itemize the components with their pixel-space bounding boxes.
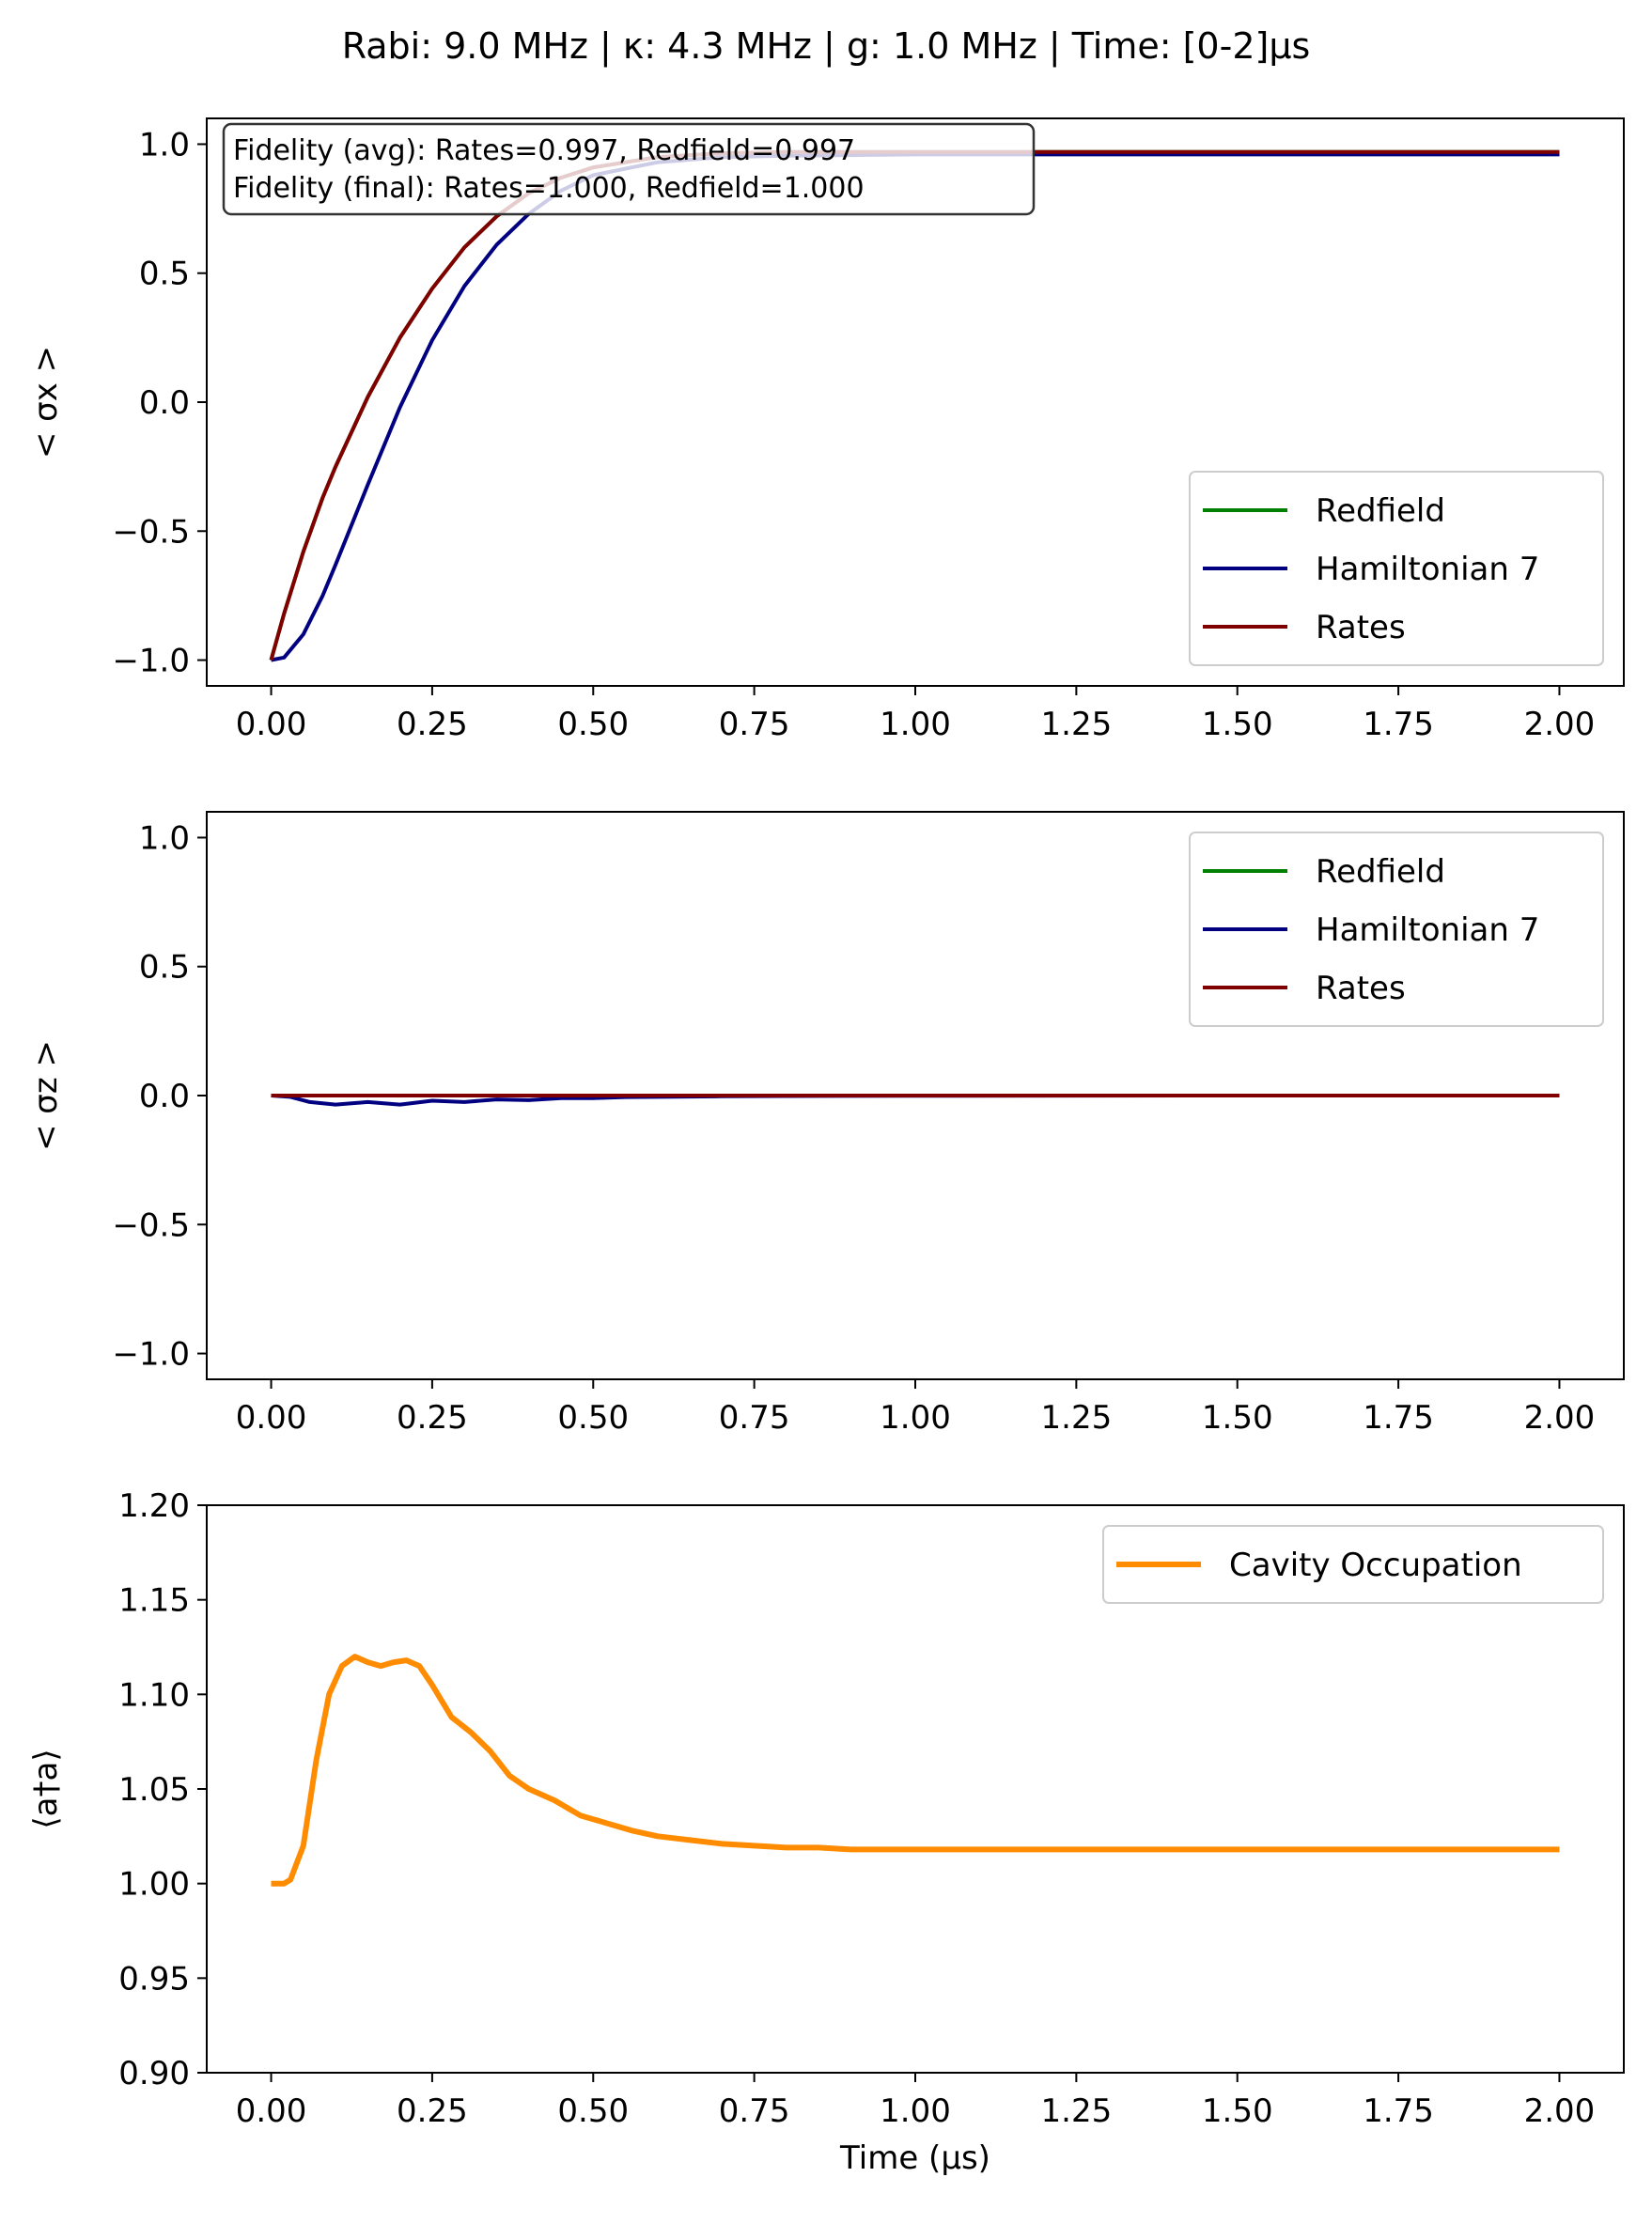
legend-box <box>1189 471 1604 666</box>
y-tick-label: 1.0 <box>139 126 190 163</box>
x-tick-label: 1.25 <box>1041 706 1113 743</box>
legend-label: Redfield <box>1316 492 1445 530</box>
x-tick-label: 0.00 <box>236 1399 307 1437</box>
series-line-cavity-occupation <box>271 1654 1560 1887</box>
chart-cavity-occupation: 0.00 0.25 0.50 0.75 1.00 1.25 1.50 1.75 2.00 0.90… <box>27 1487 1625 2177</box>
x-tick-label: 0.25 <box>397 2092 468 2130</box>
x-tick-label: 0.75 <box>719 706 790 743</box>
x-tick-label: 1.25 <box>1041 1399 1113 1437</box>
x-tick-label: 2.00 <box>1524 706 1596 743</box>
x-tick-label: 1.25 <box>1041 2092 1113 2130</box>
x-tick-label: 1.50 <box>1202 2092 1273 2130</box>
x-tick-label: 1.50 <box>1202 1399 1273 1437</box>
y-axis-label: < σz > <box>27 1040 65 1151</box>
x-tick-label: 0.00 <box>236 706 307 743</box>
x-tick-label: 1.00 <box>880 1399 951 1437</box>
x-tick-label: 2.00 <box>1524 2092 1596 2130</box>
x-tick-label: 0.25 <box>397 706 468 743</box>
x-tick-label: 0.50 <box>557 2092 629 2130</box>
chart-sigma-x: 0.00 0.25 0.50 0.75 1.00 1.25 1.50 1.75 2.00 −1.0… <box>27 117 1625 743</box>
x-tick-label: 0.75 <box>719 1399 790 1437</box>
y-tick-label: 0.90 <box>118 2055 190 2092</box>
y-axis-label: < σx > <box>27 346 65 459</box>
legend-box <box>1102 1525 1604 1604</box>
y-tick-label: 0.0 <box>139 384 190 422</box>
y-tick-label: 0.95 <box>118 1960 190 1998</box>
y-tick-label: 1.20 <box>118 1487 190 1525</box>
y-tick-label: 1.10 <box>118 1676 190 1714</box>
legend-label: Cavity Occupation <box>1229 1547 1522 1584</box>
x-tick-label: 2.00 <box>1524 1399 1596 1437</box>
y-tick-label: 1.05 <box>118 1771 190 1809</box>
y-tick-label: 1.00 <box>118 1866 190 1904</box>
x-tick-label: 1.75 <box>1363 2092 1434 2130</box>
x-tick-label: 1.00 <box>880 2092 951 2130</box>
y-tick-label: 0.5 <box>139 256 190 293</box>
y-tick-label: −0.5 <box>112 1206 190 1244</box>
figure-title: Rabi: 9.0 MHz | κ: 4.3 MHz | g: 1.0 MHz … <box>342 25 1311 68</box>
x-tick-label: 0.50 <box>557 1399 629 1437</box>
legend-label: Rates <box>1316 970 1406 1007</box>
fidelity-annotation-box <box>222 122 1036 216</box>
y-tick-label: 1.15 <box>118 1582 190 1620</box>
x-tick-label: 1.75 <box>1363 1399 1434 1437</box>
y-tick-label: −0.5 <box>112 513 190 551</box>
x-tick-label: 1.00 <box>880 706 951 743</box>
y-tick-label: −1.0 <box>112 643 190 680</box>
legend-box <box>1189 832 1604 1027</box>
fidelity-annotation-text: Fidelity (avg): Rates=0.997, Redfield=0.… <box>233 134 855 167</box>
y-tick-label: 0.5 <box>139 949 190 987</box>
fidelity-annotation-text: Fidelity (final): Rates=1.000, Redfield=… <box>233 172 865 205</box>
legend-label: Redfield <box>1316 853 1445 891</box>
x-axis-label: Time (μs) <box>839 2139 990 2177</box>
y-tick-label: 0.0 <box>139 1078 190 1115</box>
x-tick-label: 0.25 <box>397 1399 468 1437</box>
y-axis-label: ⟨a†a⟩ <box>27 1749 65 1828</box>
x-tick-label: 1.50 <box>1202 706 1273 743</box>
legend-label: Rates <box>1316 609 1406 646</box>
x-tick-label: 0.75 <box>719 2092 790 2130</box>
chart-sigma-z: 0.00 0.25 0.50 0.75 1.00 1.25 1.50 1.75 2.00 −1.0… <box>27 811 1625 1437</box>
y-tick-label: −1.0 <box>112 1336 190 1374</box>
y-tick-label: 1.0 <box>139 819 190 857</box>
legend-label: Hamiltonian 7 <box>1316 911 1539 949</box>
x-tick-label: 0.50 <box>557 706 629 743</box>
x-tick-label: 0.00 <box>236 2092 307 2130</box>
legend-label: Hamiltonian 7 <box>1316 551 1539 588</box>
x-tick-label: 1.75 <box>1363 706 1434 743</box>
